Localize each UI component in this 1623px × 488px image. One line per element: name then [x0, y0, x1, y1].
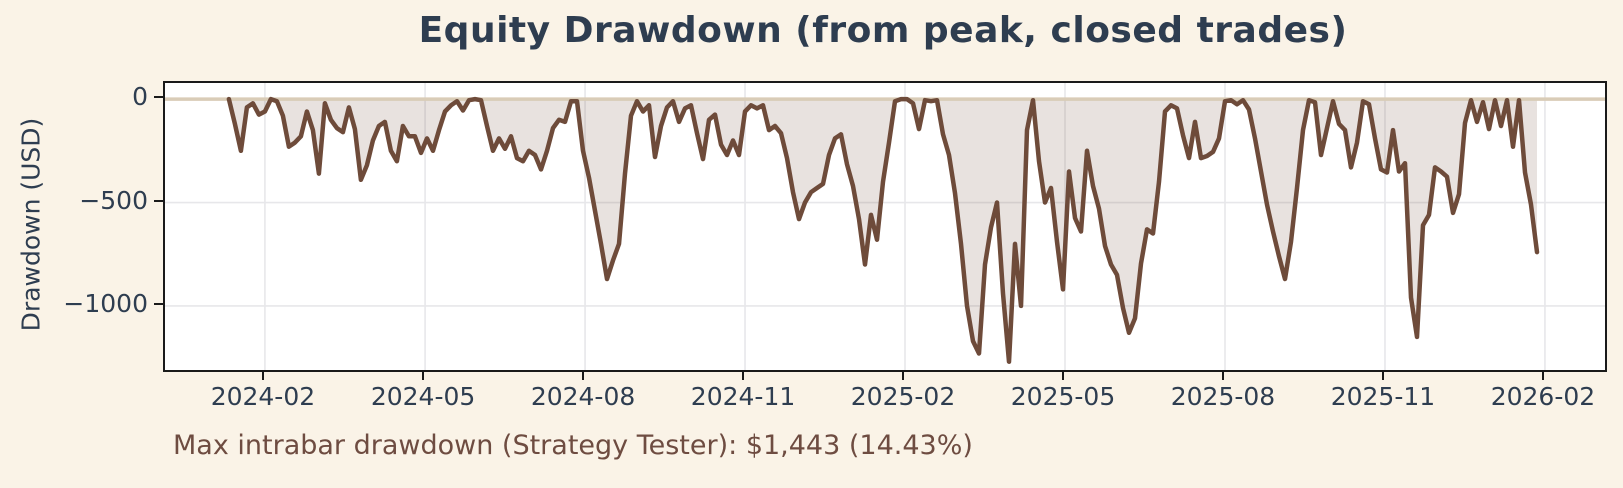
y-tick-mark [154, 199, 163, 202]
y-tick-mark [154, 302, 163, 305]
x-tick-mark [1381, 370, 1384, 380]
x-tick-mark [902, 370, 905, 380]
x-tick-label: 2024-05 [370, 382, 476, 411]
x-tick-label: 2025-11 [1330, 382, 1436, 411]
chart-title: Equity Drawdown (from peak, closed trade… [418, 10, 1348, 51]
drawdown-plot-svg [165, 83, 1605, 370]
y-tick-label: −500 [79, 185, 148, 215]
x-tick-mark [422, 370, 425, 380]
y-tick-mark [154, 96, 163, 99]
x-tick-mark [582, 370, 585, 380]
max-drawdown-note: Max intrabar drawdown (Strategy Tester):… [173, 430, 973, 461]
x-tick-mark [261, 370, 264, 380]
plot-area [163, 81, 1607, 372]
x-tick-label: 2024-11 [690, 382, 796, 411]
x-tick-mark [1221, 370, 1224, 380]
x-tick-label: 2026-02 [1490, 382, 1596, 411]
y-tick-label: −1000 [63, 288, 148, 318]
y-tick-label: 0 [132, 82, 148, 112]
x-tick-mark [742, 370, 745, 380]
drawdown-area [228, 99, 1537, 362]
x-tick-label: 2025-02 [850, 382, 956, 411]
drawdown-line [226, 96, 1540, 364]
x-tick-label: 2024-02 [210, 382, 316, 411]
x-tick-label: 2025-08 [1170, 382, 1276, 411]
x-tick-label: 2025-05 [1010, 382, 1116, 411]
x-tick-label: 2024-08 [530, 382, 636, 411]
x-tick-mark [1062, 370, 1064, 380]
x-tick-mark [1541, 370, 1544, 380]
